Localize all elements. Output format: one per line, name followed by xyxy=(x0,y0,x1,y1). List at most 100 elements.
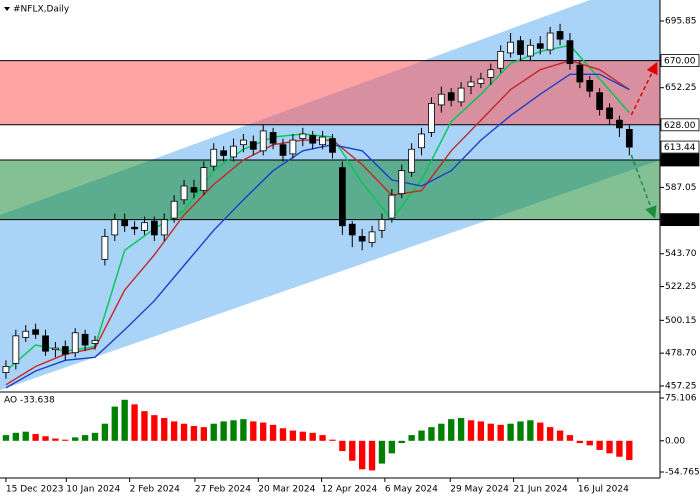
forecast-arrow-up xyxy=(630,61,658,116)
candle-body xyxy=(240,139,247,146)
y-tick-label: 543.70 xyxy=(665,249,697,259)
candle-body xyxy=(210,148,218,167)
ao-bar xyxy=(289,430,297,441)
ao-bar xyxy=(586,440,593,446)
ao-bar xyxy=(2,435,10,441)
y-tick-label: -54.765 xyxy=(665,467,700,477)
indicator-value: -33.638 xyxy=(20,396,55,406)
ao-pane xyxy=(2,399,633,471)
ao-bar xyxy=(556,430,564,441)
candle-body xyxy=(190,187,198,193)
x-tick-label: 27 Feb 2024 xyxy=(195,485,251,495)
ao-bar xyxy=(269,424,277,441)
candle-body xyxy=(596,92,604,110)
candle-body xyxy=(368,231,376,243)
candle-body xyxy=(111,219,119,236)
candle-body xyxy=(625,128,633,148)
resistance-zone xyxy=(0,60,660,125)
ao-bar xyxy=(497,424,504,441)
candle-body xyxy=(121,219,129,227)
candle-body xyxy=(606,107,613,120)
candle-body xyxy=(339,167,346,227)
ao-bar xyxy=(42,436,49,441)
y-tick-label: 652.25 xyxy=(665,83,697,93)
candle-body xyxy=(507,41,514,54)
candle-body xyxy=(616,119,623,129)
y-tick-label: 75.106 xyxy=(665,394,697,404)
ao-bar xyxy=(507,423,514,441)
menu-icon[interactable] xyxy=(4,7,10,11)
candle-body xyxy=(81,333,89,346)
ao-bar xyxy=(537,422,544,441)
indicator-name: AO xyxy=(4,396,17,406)
x-tick-label: 20 Mar 2024 xyxy=(258,485,315,495)
level-label-box xyxy=(660,118,700,132)
moving-average xyxy=(5,59,630,386)
candle-body xyxy=(52,347,59,351)
x-tick-label: 6 May 2024 xyxy=(385,485,438,495)
level-label: 613.44 xyxy=(664,143,696,153)
moving-average xyxy=(5,44,630,372)
ao-bar xyxy=(260,422,267,441)
ao-bar xyxy=(438,423,445,441)
ao-bar xyxy=(527,420,534,441)
ao-bar xyxy=(22,431,29,441)
ao-bar xyxy=(101,423,109,441)
ao-bar xyxy=(616,440,623,457)
candle-body xyxy=(131,226,138,230)
candle-body xyxy=(586,80,594,92)
ao-bar xyxy=(418,430,425,441)
x-tick-label: 12 Apr 2024 xyxy=(322,485,378,495)
candle-body xyxy=(12,335,20,364)
forecast-arrow-down xyxy=(630,154,657,219)
ao-bar xyxy=(62,439,69,441)
candle-body xyxy=(487,69,495,78)
ao-bar xyxy=(467,420,475,441)
level-label-box xyxy=(660,153,700,167)
candle-body xyxy=(398,170,406,195)
ao-bar xyxy=(180,423,188,441)
ao-bar xyxy=(230,420,237,441)
ao-bar xyxy=(210,423,217,441)
candle-body xyxy=(497,50,505,69)
ao-bar xyxy=(408,435,415,441)
candle-body xyxy=(517,40,524,55)
price-pane xyxy=(0,0,660,391)
candle-body xyxy=(299,133,307,139)
ao-bar xyxy=(319,435,326,441)
ao-bar xyxy=(111,406,118,441)
ao-bar xyxy=(121,399,128,441)
y-tick-label: 695.85 xyxy=(665,17,697,27)
ao-bar xyxy=(448,419,455,441)
y-tick-label: 500.15 xyxy=(665,316,697,326)
candle-body xyxy=(160,219,168,236)
x-tick-label: 16 Jul 2024 xyxy=(578,485,629,495)
ao-bar xyxy=(388,440,396,454)
ao-bar xyxy=(626,440,633,460)
ao-bar xyxy=(358,440,366,470)
candle-body xyxy=(180,185,188,201)
ao-bar xyxy=(200,427,208,441)
level-label: 628.00 xyxy=(664,121,696,131)
level-label-box xyxy=(660,213,700,227)
candle-body xyxy=(576,64,584,83)
candle-body xyxy=(230,145,237,158)
ao-bar xyxy=(81,435,89,441)
x-tick-label: 21 Jun 2024 xyxy=(514,485,568,495)
candle-body xyxy=(418,133,425,149)
ao-bar xyxy=(487,423,494,441)
y-tick-label: 587.05 xyxy=(665,183,697,193)
candle-body xyxy=(249,141,257,150)
ao-bar xyxy=(299,431,306,441)
ao-bar xyxy=(477,421,485,441)
candle-body xyxy=(279,144,287,156)
y-tick-label: 0.00 xyxy=(665,436,685,446)
candle-body xyxy=(91,340,99,344)
ao-bar xyxy=(546,427,554,441)
level-label: 566.00 xyxy=(664,216,696,226)
ao-bar xyxy=(339,440,346,452)
candle-body xyxy=(527,44,534,57)
y-tick-label: 522.25 xyxy=(665,282,697,292)
ao-bar xyxy=(606,440,613,454)
